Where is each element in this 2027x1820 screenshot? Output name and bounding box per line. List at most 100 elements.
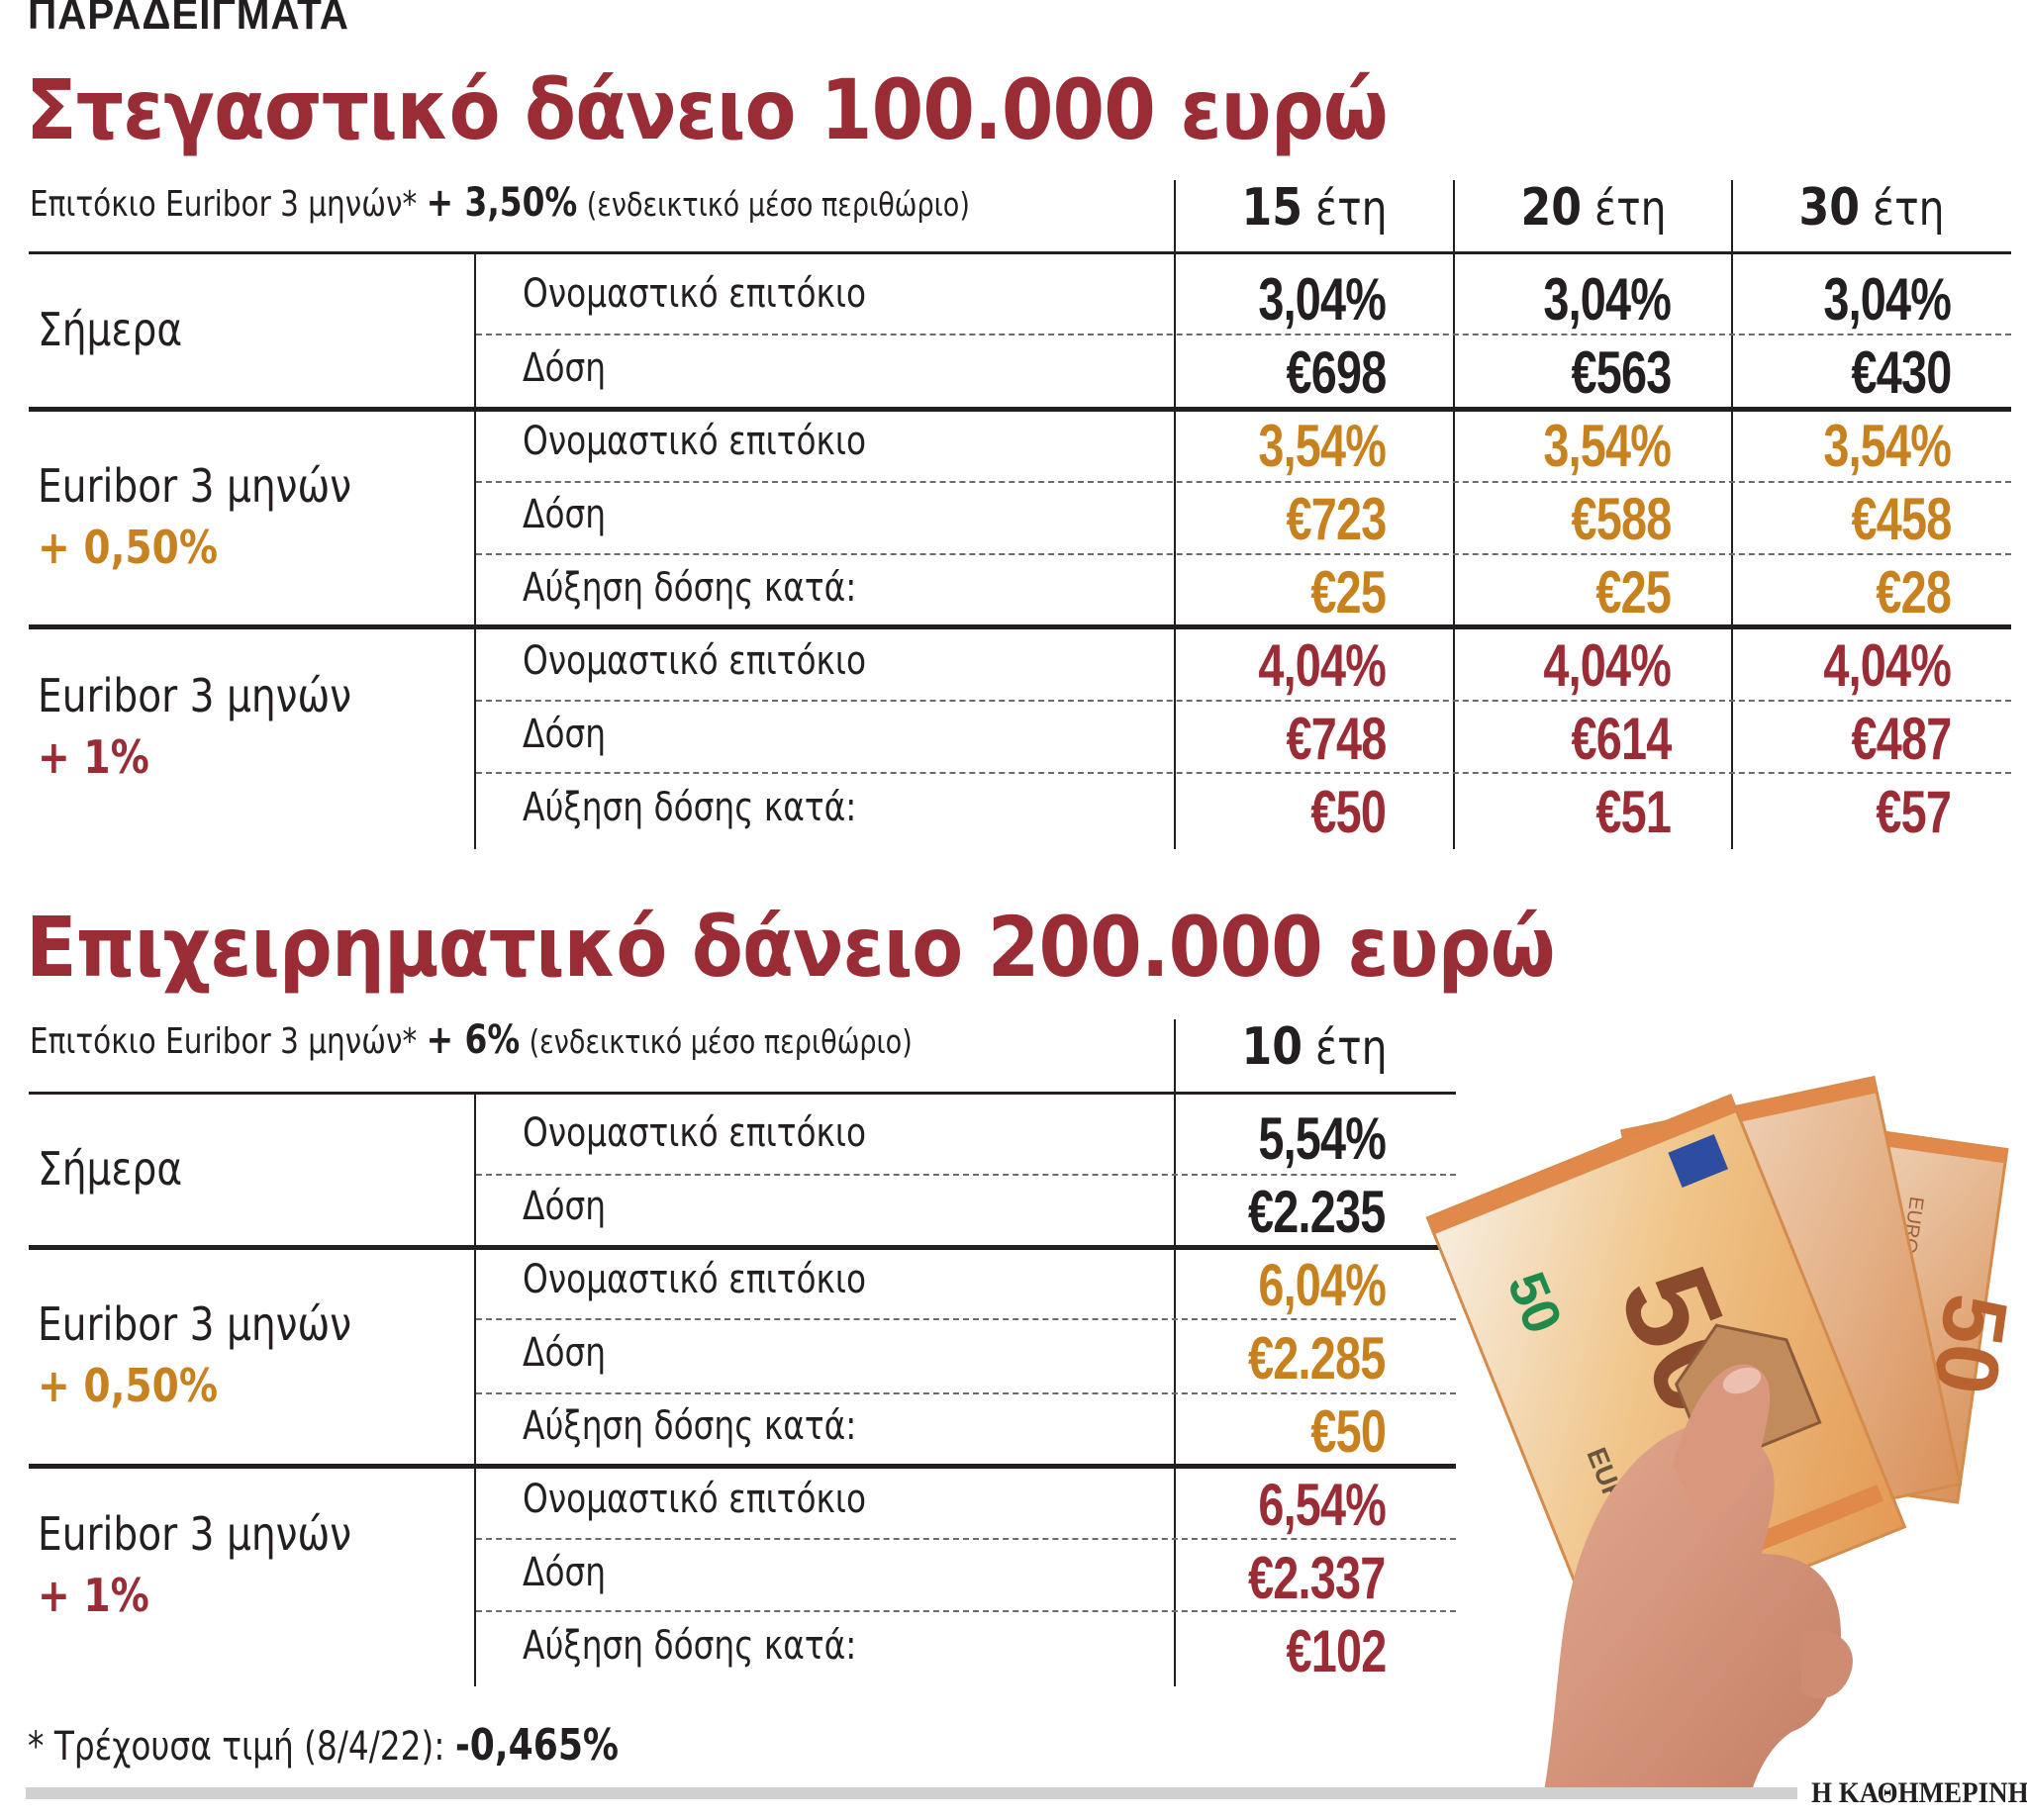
row-divider: [476, 772, 2011, 774]
value-cell: €614: [1571, 706, 1672, 772]
row-divider: [476, 1318, 1456, 1320]
subhead-suffix: (ενδεικτικό μέσο περιθώριο): [529, 1022, 913, 1061]
row-label: Δόση: [523, 345, 607, 391]
group-label-plus-050: Euribor 3 μηνών + 0,50%: [38, 1293, 351, 1416]
row-label: Δόση: [523, 1330, 607, 1376]
subhead-prefix: Επιτόκιο Euribor 3 μηνών*: [30, 184, 418, 225]
value-cell: €102: [1286, 1618, 1387, 1684]
value-cell: €57: [1876, 779, 1952, 845]
row-label: Αύξηση δόσης κατά:: [523, 1403, 857, 1449]
value-cell: €458: [1851, 486, 1952, 552]
header-rule: [29, 251, 2011, 254]
column-header-20y: 20 έτη: [1476, 178, 1711, 238]
group-label-today: Σήμερα: [38, 299, 182, 360]
value-cell: €2.337: [1248, 1545, 1387, 1611]
column-years: 10: [1241, 1017, 1303, 1077]
group-divider: [29, 1464, 1456, 1469]
row-divider: [476, 1538, 1456, 1540]
value-cell: 3,04%: [1258, 266, 1387, 333]
column-divider: [1174, 180, 1176, 849]
group-divider: [29, 624, 2011, 629]
group-delta: + 1%: [38, 1569, 149, 1622]
column-years: 30: [1798, 178, 1861, 238]
row-label: Ονομαστικό επιτόκιο: [523, 638, 867, 684]
row-label: Ονομαστικό επιτόκιο: [523, 1477, 867, 1522]
group-label-text: Euribor 3 μηνών: [38, 669, 352, 722]
row-label: Ονομαστικό επιτόκιο: [523, 1257, 867, 1302]
footnote: * Τρέχουσα τιμή (8/4/22): -0,465%: [28, 1720, 619, 1771]
value-cell: €698: [1286, 339, 1387, 406]
group-label-plus-050: Euribor 3 μηνών + 0,50%: [38, 455, 351, 578]
row-divider: [476, 700, 2011, 702]
value-cell: 3,54%: [1823, 413, 1952, 479]
group-label-text: Euribor 3 μηνών: [38, 459, 352, 513]
mortgage-title: Στεγαστικό δάνειο 100.000 ευρώ: [26, 61, 1389, 158]
row-divider: [476, 481, 2011, 483]
row-label: Ονομαστικό επιτόκιο: [523, 1110, 867, 1156]
value-cell: €2.235: [1248, 1179, 1387, 1245]
value-cell: 4,04%: [1823, 632, 1952, 699]
group-label-text: Euribor 3 μηνών: [38, 1297, 352, 1351]
value-cell: 5,54%: [1258, 1105, 1387, 1172]
value-cell: 4,04%: [1258, 632, 1387, 699]
group-label-text: Σήμερα: [38, 303, 183, 356]
row-divider: [476, 553, 2011, 555]
subhead-margin: + 3,50%: [426, 180, 578, 226]
label-divider: [474, 1094, 476, 1686]
label-divider: [474, 253, 476, 849]
value-cell: €25: [1595, 559, 1672, 625]
row-label: Δόση: [523, 712, 607, 757]
row-label: Ονομαστικό επιτόκιο: [523, 419, 867, 464]
value-cell: €723: [1286, 486, 1387, 552]
row-label: Αύξηση δόσης κατά:: [523, 1623, 857, 1669]
value-cell: 6,54%: [1258, 1472, 1387, 1538]
footer-bar: [26, 1787, 1797, 1799]
group-label-today: Σήμερα: [38, 1138, 182, 1199]
row-divider: [476, 334, 2011, 335]
group-label-plus-1: Euribor 3 μηνών + 1%: [38, 665, 351, 788]
value-cell: 3,54%: [1543, 413, 1672, 479]
value-cell: €51: [1595, 779, 1672, 845]
business-subhead: Επιτόκιο Euribor 3 μηνών* + 6% (ενδεικτι…: [30, 1017, 913, 1063]
mortgage-subhead: Επιτόκιο Euribor 3 μηνών* + 3,50% (ενδει…: [30, 180, 970, 226]
section-kicker: ΠΑΡΑΔΕΙΓΜΑΤΑ: [28, 0, 349, 39]
row-divider: [476, 1174, 1456, 1176]
value-cell: €2.285: [1248, 1325, 1387, 1391]
value-cell: 3,54%: [1258, 413, 1387, 479]
money-photo: 50 EURO 50 50 EURO: [1425, 1039, 2026, 1791]
row-label: Δόση: [523, 492, 607, 537]
hand-with-banknotes-icon: 50 EURO 50 50 EURO: [1425, 1075, 2026, 1791]
row-label: Αύξηση δόσης κατά:: [523, 785, 857, 830]
group-delta: + 1%: [38, 730, 149, 784]
row-divider: [476, 1392, 1456, 1394]
footnote-value: -0,465%: [454, 1720, 620, 1771]
column-header-15y: 15 έτη: [1197, 178, 1432, 238]
value-cell: €487: [1851, 706, 1952, 772]
subhead-prefix: Επιτόκιο Euribor 3 μηνών*: [30, 1021, 418, 1062]
row-divider: [476, 1610, 1456, 1612]
column-unit: έτη: [1873, 181, 1945, 237]
value-cell: €28: [1876, 559, 1952, 625]
column-divider: [1174, 1019, 1176, 1686]
row-label: Δόση: [523, 1550, 607, 1595]
row-label: Ονομαστικό επιτόκιο: [523, 271, 867, 317]
column-header-30y: 30 έτη: [1754, 178, 1989, 238]
value-cell: 4,04%: [1543, 632, 1672, 699]
column-divider: [1453, 180, 1455, 849]
value-cell: 3,04%: [1823, 266, 1952, 333]
header-rule: [29, 1092, 1456, 1095]
column-unit: έτη: [1315, 181, 1388, 237]
value-cell: €25: [1310, 559, 1387, 625]
column-divider: [1731, 180, 1733, 849]
footnote-text: * Τρέχουσα τιμή (8/4/22):: [28, 1724, 445, 1770]
column-unit: έτη: [1594, 181, 1667, 237]
group-label-text: Euribor 3 μηνών: [38, 1507, 352, 1561]
row-label: Δόση: [523, 1184, 607, 1229]
source-logo: Η ΚΑΘΗΜΕΡΙΝΗ: [1811, 1776, 2027, 1809]
group-divider: [29, 1245, 1456, 1250]
value-cell: 3,04%: [1543, 266, 1672, 333]
value-cell: 6,04%: [1258, 1252, 1387, 1318]
column-header-10y: 10 έτη: [1197, 1017, 1432, 1077]
value-cell: €50: [1310, 779, 1387, 845]
value-cell: €563: [1571, 339, 1672, 406]
